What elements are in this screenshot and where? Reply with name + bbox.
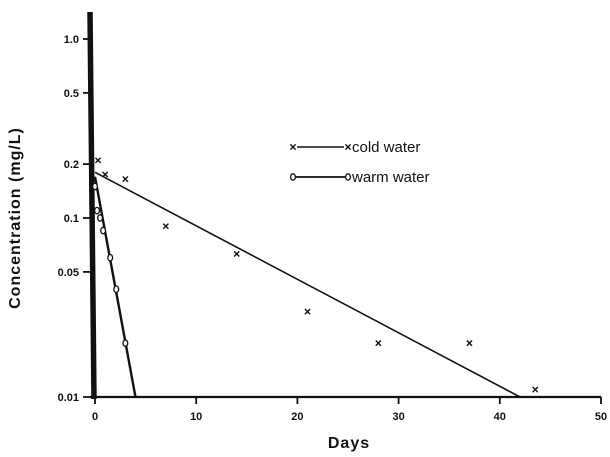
- cold-water-point: [94, 157, 102, 164]
- warm-water-point: [122, 339, 129, 347]
- cold-water-point: [304, 308, 311, 315]
- legend-marker-x: [344, 143, 352, 151]
- cold-water-point: [102, 171, 109, 178]
- y-tick-label: 0.2: [64, 159, 79, 171]
- cold-water-fit-line: [94, 171, 521, 398]
- x-tick-label: 50: [595, 411, 607, 423]
- x-tick-label: 20: [291, 411, 303, 423]
- ticks: 0 10 20 30 40 50 0.01 0.05 0.1 0.2 0.5 1.0: [58, 34, 608, 423]
- x-tick-label: 40: [494, 411, 506, 423]
- y-axis-line: [87, 11, 97, 400]
- data-points: [91, 157, 539, 393]
- cold-water-point: [375, 340, 382, 347]
- x-tick-label: 30: [392, 411, 404, 423]
- legend-marker-o: [289, 173, 297, 181]
- x-tick-label: 0: [92, 411, 98, 423]
- legend-item-warm-water: warm water: [289, 169, 430, 186]
- x-tick-label: 10: [190, 411, 202, 423]
- cold-water-point: [532, 386, 539, 393]
- axes: [87, 11, 601, 400]
- fit-lines: [93, 171, 521, 398]
- legend-item-cold-water: cold water: [289, 139, 420, 156]
- warm-water-point: [91, 182, 99, 191]
- legend-label-cold-water: cold water: [352, 139, 420, 156]
- cold-water-point: [162, 223, 169, 230]
- cold-water-point: [233, 250, 240, 258]
- legend: cold water warm water: [289, 139, 430, 186]
- y-tick-label: 1.0: [64, 34, 79, 46]
- warm-water-point: [107, 253, 114, 262]
- y-tick-label: 0.05: [58, 267, 79, 279]
- cold-water-point: [122, 175, 129, 183]
- warm-water-point: [93, 206, 101, 215]
- warm-water-point: [100, 226, 107, 235]
- warm-water-point: [113, 285, 120, 294]
- legend-marker-x: [289, 143, 297, 151]
- cold-water-point: [466, 340, 473, 347]
- y-tick-label: 0.1: [64, 213, 79, 225]
- y-tick-label: 0.01: [58, 392, 79, 404]
- x-axis-title: Days: [328, 435, 370, 452]
- legend-label-warm-water: warm water: [351, 169, 430, 186]
- legend-marker-o: [344, 173, 352, 181]
- warm-water-point: [97, 214, 104, 222]
- y-axis-title: Concentration (mg/L): [7, 127, 24, 309]
- y-tick-label: 0.5: [64, 88, 79, 100]
